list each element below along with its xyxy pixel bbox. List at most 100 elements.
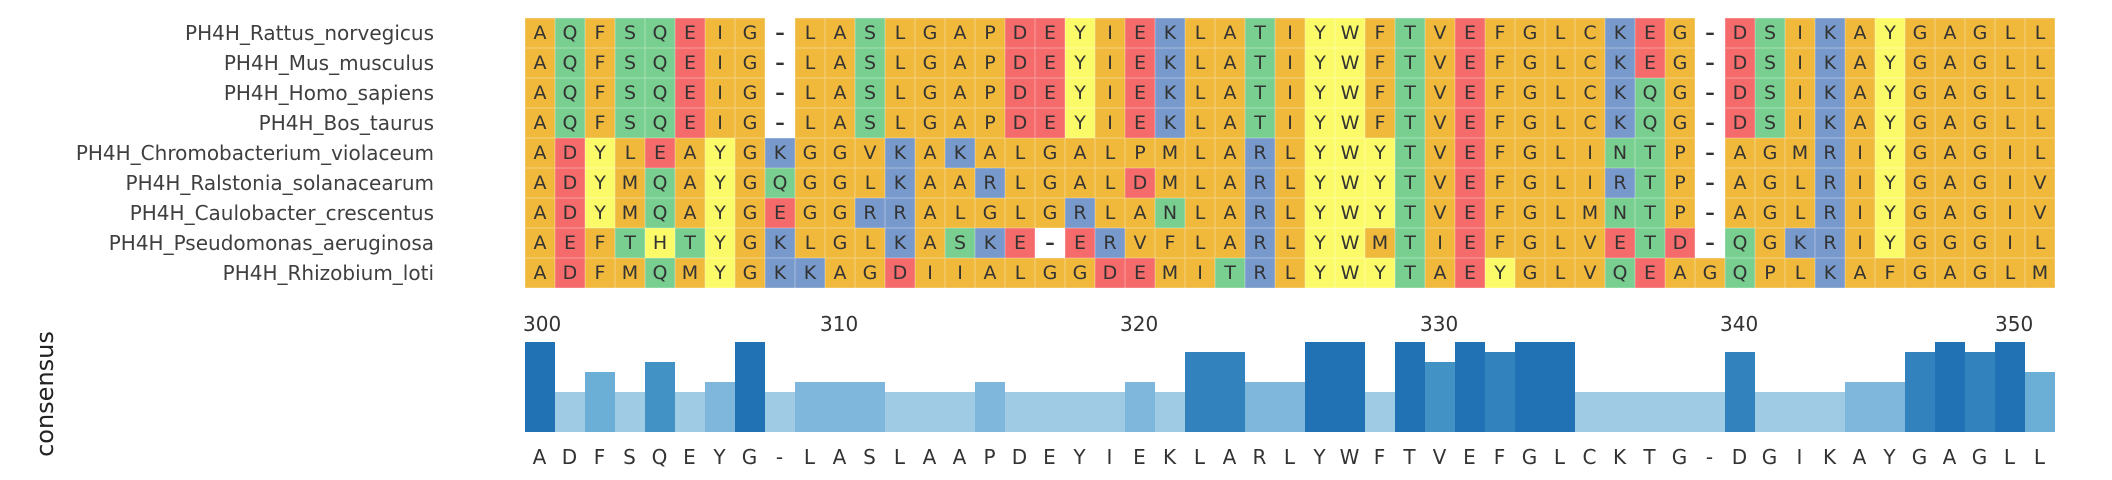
position-tick-label: 310 [820, 312, 859, 336]
consensus-residue: L [893, 445, 907, 469]
residue-cell: L [1275, 228, 1305, 258]
residue-cell: M [1575, 198, 1605, 228]
residue-cell: L [795, 228, 825, 258]
residue-cell: G [1965, 138, 1995, 168]
residue-cell: R [855, 198, 885, 228]
residue-cell: D [1725, 108, 1755, 138]
residue-cell: K [1815, 78, 1845, 108]
residue-cell: Q [1725, 228, 1755, 258]
residue-cell: G [1515, 108, 1545, 138]
residue-cell: A [945, 48, 975, 78]
residue-cell: G [915, 18, 945, 48]
residue-cell: L [1185, 168, 1215, 198]
residue-cell: A [1845, 18, 1875, 48]
residue-cell: I [1095, 18, 1125, 48]
residue-cell: M [1365, 228, 1395, 258]
residue-cell: G [735, 18, 765, 48]
sequence-name: PH4H_Mus_musculus [223, 51, 434, 75]
residue-cell: I [1275, 78, 1305, 108]
residue-cell: R [1245, 198, 1275, 228]
residue-cell: I [1275, 108, 1305, 138]
residue-cell: D [1005, 18, 1035, 48]
residue-cell: Q [645, 18, 675, 48]
residue-cell: N [1605, 198, 1635, 228]
residue-cell: I [1995, 168, 2025, 198]
residue-cell: K [1605, 108, 1635, 138]
conservation-bar [1095, 392, 1125, 432]
residue-cell: A [825, 48, 855, 78]
residue-cell: K [1815, 18, 1845, 48]
sequence-name: PH4H_Homo_sapiens [223, 81, 434, 105]
residue-cell: P [975, 48, 1005, 78]
conservation-bar [795, 382, 825, 432]
residue-cell: Y [1875, 168, 1905, 198]
residue-cell: D [1005, 108, 1035, 138]
residue-cell: S [855, 18, 885, 48]
residue-cell: A [675, 168, 705, 198]
conservation-bar [1695, 392, 1725, 432]
residue-cell: L [1545, 78, 1575, 108]
residue-cell: A [1725, 138, 1755, 168]
residue-cell: R [1245, 228, 1275, 258]
residue-cell: Y [1065, 78, 1095, 108]
sequence-name: PH4H_Bos_taurus [258, 111, 434, 135]
residue-cell: F [1875, 258, 1905, 288]
residue-cell: E [765, 198, 795, 228]
residue-cell: L [1545, 18, 1575, 48]
residue-cell: E [1455, 48, 1485, 78]
residue-cell: I [1785, 18, 1815, 48]
residue-cell: G [1515, 168, 1545, 198]
residue-cell: K [1155, 78, 1185, 108]
residue-cell: G [1965, 108, 1995, 138]
residue-cell: D [1725, 48, 1755, 78]
consensus-residue: E [1043, 445, 1057, 469]
residue-cell: V [1575, 228, 1605, 258]
conservation-bar [1485, 352, 1515, 432]
conservation-bar [1155, 392, 1185, 432]
residue-cell: T [1395, 108, 1425, 138]
residue-cell: K [885, 228, 915, 258]
residue-cell: D [885, 258, 915, 288]
residue-cell: I [1845, 198, 1875, 228]
residue-cell: W [1335, 228, 1365, 258]
residue-cell: A [825, 78, 855, 108]
residue-cell: S [855, 48, 885, 78]
residue-cell: A [1845, 48, 1875, 78]
residue-cell: G [1965, 228, 1995, 258]
conservation-bar [675, 392, 705, 432]
residue-cell: A [915, 228, 945, 258]
residue-cell: E [1035, 108, 1065, 138]
residue-cell: A [525, 228, 555, 258]
conservation-bar [1335, 342, 1365, 432]
residue-cell: G [1905, 198, 1935, 228]
residue-cell: – [765, 78, 795, 108]
residue-cell: L [615, 138, 645, 168]
consensus-residue: V [1432, 445, 1448, 469]
conservation-bar [975, 382, 1005, 432]
residue-cell: P [1755, 258, 1785, 288]
residue-cell: D [1725, 78, 1755, 108]
residue-cell: R [1815, 198, 1845, 228]
residue-cell: – [1695, 78, 1725, 108]
residue-cell: A [1845, 78, 1875, 108]
residue-cell: L [1185, 138, 1215, 168]
conservation-bar [1365, 392, 1395, 432]
residue-cell: T [675, 228, 705, 258]
consensus-residue: K [1612, 445, 1628, 469]
residue-cell: L [885, 48, 915, 78]
conservation-bar [1935, 342, 1965, 432]
residue-cell: V [2025, 168, 2055, 198]
residue-cell: E [675, 18, 705, 48]
residue-cell: Y [585, 198, 615, 228]
residue-cell: A [825, 258, 855, 288]
residue-cell: A [525, 18, 555, 48]
residue-cell: L [1545, 108, 1575, 138]
conservation-bar [1395, 342, 1425, 432]
residue-cell: L [1785, 168, 1815, 198]
residue-cell: G [1515, 138, 1545, 168]
consensus-residue: A [922, 445, 938, 469]
residue-cell: L [1185, 48, 1215, 78]
residue-cell: I [1425, 228, 1455, 258]
residue-cell: F [1485, 228, 1515, 258]
